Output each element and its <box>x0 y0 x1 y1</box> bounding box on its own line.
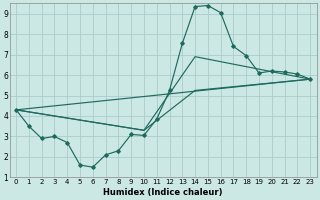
X-axis label: Humidex (Indice chaleur): Humidex (Indice chaleur) <box>103 188 223 197</box>
